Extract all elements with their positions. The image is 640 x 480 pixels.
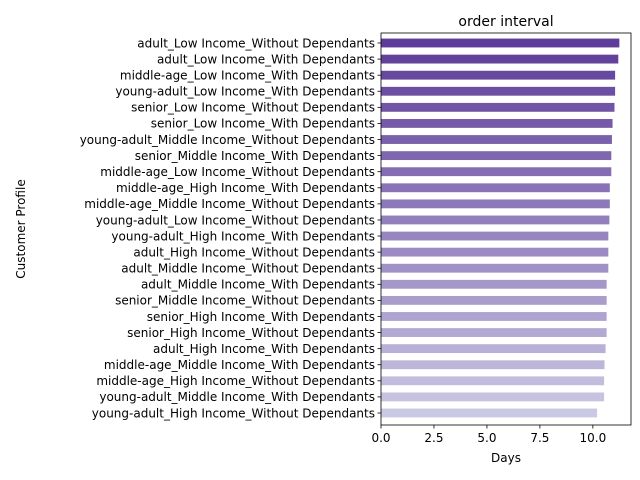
bar-13 [381, 231, 609, 241]
y-tick-labels: adult_Low Income_Without Dependants adult… [80, 36, 381, 420]
y-tick-label: adult_Middle Income_With Dependants [141, 278, 375, 292]
x-axis-label: Days [491, 451, 521, 465]
x-tick-label: 2.5 [424, 431, 443, 445]
y-tick-label: senior_Middle Income_Without Dependants [115, 294, 375, 308]
bar-18 [381, 312, 607, 321]
x-tick-label: 5.0 [477, 431, 496, 445]
y-tick-label: young-adult_High Income_Without Dependan… [92, 406, 375, 420]
bar-20 [381, 344, 606, 354]
bar-23 [381, 392, 605, 402]
y-tick-label: young-adult_Middle Income_With Dependant… [99, 390, 375, 404]
bar-22 [381, 376, 605, 386]
x-tick-label: 0.0 [371, 431, 390, 445]
y-tick-label: middle-age_High Income_With Dependants [116, 181, 375, 195]
plot-frame [380, 32, 632, 426]
bar-9 [381, 167, 612, 177]
bar-19 [381, 328, 607, 337]
y-tick-label: middle-age_Low Income_With Dependants [120, 68, 375, 82]
y-tick-label: adult_High Income_Without Dependants [133, 245, 375, 259]
y-tick-label: adult_High Income_With Dependants [153, 342, 375, 356]
bar-2 [381, 54, 619, 64]
bar-10 [381, 183, 610, 193]
bar-3 [381, 70, 616, 80]
bar-7 [381, 135, 612, 144]
chart-title: order interval [458, 14, 553, 30]
y-tick-label: senior_Low Income_With Dependants [151, 117, 375, 131]
y-tick-label: middle-age_Low Income_Without Dependants [100, 165, 375, 179]
bar-24 [381, 408, 598, 418]
x-tick-label: 10.0 [580, 431, 607, 445]
bar-1 [381, 38, 620, 48]
bar-5 [381, 102, 615, 112]
bar-15 [381, 263, 609, 273]
y-tick-label: young-adult_Low Income_With Dependants [115, 85, 375, 99]
y-tick-label: senior_Low Income_Without Dependants [131, 101, 375, 115]
y-tick-label: middle-age_Middle Income_With Dependants [104, 358, 375, 372]
y-tick-label: senior_Middle Income_With Dependants [135, 149, 375, 163]
bar-11 [381, 199, 610, 209]
y-tick-label: adult_Middle Income_Without Dependants [121, 262, 375, 276]
x-tick-label: 7.5 [530, 431, 549, 445]
bar-17 [381, 295, 607, 305]
bar-14 [381, 247, 609, 257]
y-tick-label: young-adult_Middle Income_Without Depend… [80, 133, 375, 147]
y-tick-label: middle-age_High Income_Without Dependant… [96, 374, 375, 388]
bar-12 [381, 215, 610, 225]
bars-group [381, 38, 620, 418]
bar-16 [381, 279, 607, 289]
y-tick-label: middle-age_Middle Income_Without Dependa… [84, 197, 375, 211]
bar-4 [381, 86, 616, 96]
bar-8 [381, 151, 612, 161]
y-tick-label: senior_High Income_Without Dependants [127, 326, 375, 340]
y-axis-label: Customer Profile [14, 179, 28, 278]
bar-6 [381, 119, 613, 128]
y-tick-label: young-adult_Low Income_Without Dependant… [96, 213, 375, 227]
y-tick-label: young-adult_High Income_With Dependants [111, 229, 375, 243]
x-tick-labels: 0.0 2.5 5.0 7.5 10.0 [371, 425, 606, 445]
y-tick-label: adult_Low Income_With Dependants [157, 52, 375, 66]
y-tick-label: senior_High Income_With Dependants [147, 310, 375, 324]
bar-21 [381, 360, 605, 370]
y-tick-label: adult_Low Income_Without Dependants [137, 36, 375, 50]
